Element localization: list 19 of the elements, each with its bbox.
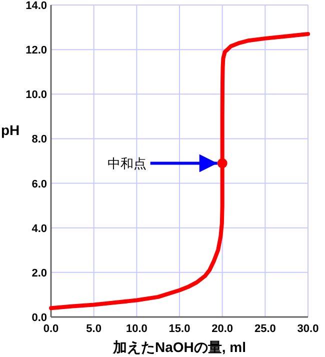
x-tick-label: 15.0 <box>168 323 190 335</box>
y-tick-label: 8.0 <box>32 134 47 146</box>
annotation: 中和点 <box>107 156 146 172</box>
x-tick-label: 30.0 <box>297 323 319 335</box>
line-series <box>49 32 310 310</box>
x-axis-title: 加えたNaOHの量, ml <box>112 339 246 355</box>
y-tick-label: 4.0 <box>32 222 47 235</box>
x-tick-label: 25.0 <box>254 323 276 335</box>
y-axis-title: pH <box>1 122 20 138</box>
x-tick-label: 20.0 <box>212 323 234 335</box>
x-tick-label: 0.0 <box>43 323 59 335</box>
y-tick-label: 14.0 <box>26 0 47 12</box>
y-tick-label: 12.0 <box>26 44 47 57</box>
x-tick-label: 5.0 <box>86 323 102 335</box>
x-tick-label: 10.0 <box>126 323 148 335</box>
y-tick-label: 2.0 <box>32 267 47 280</box>
y-tick-label: 6.0 <box>32 178 47 190</box>
y-tick-label: 0.0 <box>32 312 47 324</box>
y-tick-label: 10.0 <box>26 89 47 102</box>
